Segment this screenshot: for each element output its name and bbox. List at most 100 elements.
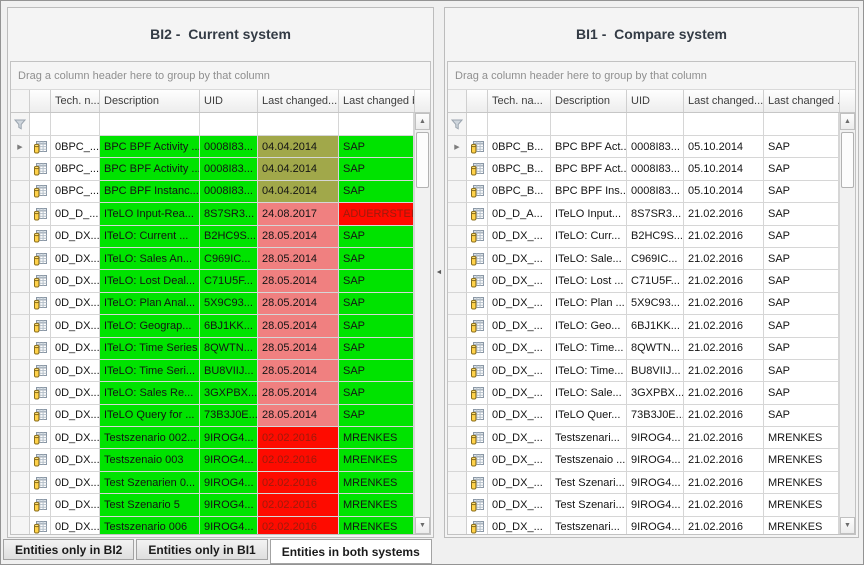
cell-tech[interactable]: 0D_D_A... xyxy=(488,203,551,226)
cell-tech[interactable]: 0D_D_... xyxy=(51,203,100,226)
filter-cell-tech[interactable] xyxy=(51,113,100,136)
cell-desc[interactable]: ITeLO: Sale... xyxy=(551,247,627,271)
cell-desc[interactable]: Test Szenario 5 xyxy=(100,494,200,517)
cell-uid[interactable]: 0008I83... xyxy=(627,180,684,204)
cell-uid[interactable]: 3GXPBX... xyxy=(627,382,684,405)
column-header-desc[interactable]: Description xyxy=(551,90,627,112)
cell-by[interactable]: SAP xyxy=(339,292,414,316)
cell-by[interactable]: SAP xyxy=(764,247,839,271)
cell-date[interactable]: 21.02.2016 xyxy=(684,516,764,534)
filter-funnel-icon[interactable] xyxy=(448,113,467,136)
cell-date[interactable]: 21.02.2016 xyxy=(684,359,764,383)
cell-tech[interactable]: 0D_DX_... xyxy=(488,471,551,495)
column-header-uid[interactable]: UID xyxy=(200,90,258,112)
filter-cell-date[interactable] xyxy=(258,113,339,136)
cell-date[interactable]: 21.02.2016 xyxy=(684,382,764,405)
cell-uid[interactable]: 9IROG4... xyxy=(200,427,258,450)
cell-desc[interactable]: Test Szenari... xyxy=(551,471,627,495)
cell-by[interactable]: MRENKES xyxy=(764,427,839,450)
cell-uid[interactable]: 0008I83... xyxy=(627,136,684,159)
cell-tech[interactable]: 0D_DX_... xyxy=(488,247,551,271)
cell-uid[interactable]: 0008I83... xyxy=(200,136,258,159)
cell-by[interactable]: SAP xyxy=(764,292,839,316)
cell-date[interactable]: 21.02.2016 xyxy=(684,471,764,495)
cell-uid[interactable]: 6BJ1KK... xyxy=(627,315,684,338)
cell-desc[interactable]: Testszenari... xyxy=(551,516,627,534)
panel-splitter[interactable]: ◄ xyxy=(434,7,444,538)
cell-date[interactable]: 02.02.2016 xyxy=(258,471,339,495)
cell-by[interactable]: SAP xyxy=(339,404,414,428)
group-by-drop-area[interactable]: Drag a column header here to group by th… xyxy=(11,62,430,90)
filter-cell-uid[interactable] xyxy=(200,113,258,136)
cell-by[interactable]: MRENKES xyxy=(764,494,839,517)
cell-tech[interactable]: 0D_DX... xyxy=(51,337,100,360)
cell-by[interactable]: SAP xyxy=(339,270,414,293)
cell-desc[interactable]: ITeLO: Lost Deal... xyxy=(100,270,200,293)
cell-uid[interactable]: 5X9C93... xyxy=(627,292,684,316)
cell-date[interactable]: 28.05.2014 xyxy=(258,270,339,293)
tab-entities-only-in-bi2[interactable]: Entities only in BI2 xyxy=(3,539,135,560)
cell-uid[interactable]: 0008I83... xyxy=(200,180,258,204)
cell-tech[interactable]: 0D_DX... xyxy=(51,292,100,316)
tab-entities-in-both-systems[interactable]: Entities in both systems xyxy=(269,539,432,564)
cell-desc[interactable]: Testszenario 002... xyxy=(100,427,200,450)
cell-uid[interactable]: C71U5F... xyxy=(200,270,258,293)
cell-tech[interactable]: 0D_DX_... xyxy=(488,449,551,472)
cell-desc[interactable]: BPC BPF Activity ... xyxy=(100,136,200,159)
cell-desc[interactable]: Test Szenari... xyxy=(551,494,627,517)
cell-tech[interactable]: 0D_DX... xyxy=(51,494,100,517)
cell-uid[interactable]: C71U5F... xyxy=(627,270,684,293)
cell-by[interactable]: MRENKES xyxy=(339,516,414,534)
cell-desc[interactable]: ITeLO Input-Rea... xyxy=(100,203,200,226)
cell-date[interactable]: 28.05.2014 xyxy=(258,247,339,271)
cell-date[interactable]: 28.05.2014 xyxy=(258,315,339,338)
cell-desc[interactable]: ITeLO Quer... xyxy=(551,404,627,428)
cell-by[interactable]: SAP xyxy=(339,382,414,405)
cell-date[interactable]: 05.10.2014 xyxy=(684,180,764,204)
filter-cell-by[interactable] xyxy=(764,113,839,136)
cell-by[interactable]: MRENKES xyxy=(339,427,414,450)
filter-cell-date[interactable] xyxy=(684,113,764,136)
cell-uid[interactable]: 8QWTN... xyxy=(200,337,258,360)
cell-tech[interactable]: 0D_DX_... xyxy=(488,270,551,293)
cell-desc[interactable]: ITeLO: Sales An... xyxy=(100,247,200,271)
cell-desc[interactable]: Testszenaio 003 xyxy=(100,449,200,472)
cell-uid[interactable]: 6BJ1KK... xyxy=(200,315,258,338)
cell-by[interactable]: ADUERRSTEIN xyxy=(339,203,414,226)
column-header-tech[interactable]: Tech. n... xyxy=(51,90,100,112)
cell-date[interactable]: 02.02.2016 xyxy=(258,427,339,450)
cell-desc[interactable]: BPC BPF Instanc... xyxy=(100,180,200,204)
cell-uid[interactable]: 8S7SR3... xyxy=(627,203,684,226)
cell-tech[interactable]: 0BPC_... xyxy=(51,158,100,181)
cell-tech[interactable]: 0BPC_B... xyxy=(488,136,551,159)
cell-uid[interactable]: B2HC9S... xyxy=(200,225,258,248)
cell-by[interactable]: SAP xyxy=(339,337,414,360)
cell-by[interactable]: SAP xyxy=(339,180,414,204)
scrollbar-thumb[interactable] xyxy=(416,132,429,188)
cell-desc[interactable]: ITeLO: Time Series xyxy=(100,337,200,360)
cell-date[interactable]: 05.10.2014 xyxy=(684,136,764,159)
cell-date[interactable]: 28.05.2014 xyxy=(258,359,339,383)
column-header-tech[interactable]: Tech. na... xyxy=(488,90,551,112)
cell-date[interactable]: 02.02.2016 xyxy=(258,516,339,534)
cell-desc[interactable]: ITeLO: Time Seri... xyxy=(100,359,200,383)
cell-desc[interactable]: ITeLO: Current ... xyxy=(100,225,200,248)
cell-date[interactable]: 21.02.2016 xyxy=(684,315,764,338)
cell-date[interactable]: 28.05.2014 xyxy=(258,225,339,248)
cell-date[interactable]: 02.02.2016 xyxy=(258,494,339,517)
cell-tech[interactable]: 0D_DX... xyxy=(51,516,100,534)
cell-date[interactable]: 02.02.2016 xyxy=(258,449,339,472)
scroll-down-arrow[interactable]: ▼ xyxy=(415,517,430,534)
filter-funnel-icon[interactable] xyxy=(11,113,30,136)
cell-uid[interactable]: 9IROG4... xyxy=(627,471,684,495)
cell-date[interactable]: 24.08.2017 xyxy=(258,203,339,226)
cell-by[interactable]: SAP xyxy=(339,225,414,248)
cell-by[interactable]: SAP xyxy=(339,158,414,181)
cell-desc[interactable]: ITeLO Query for ... xyxy=(100,404,200,428)
cell-date[interactable]: 05.10.2014 xyxy=(684,158,764,181)
cell-uid[interactable]: 3GXPBX... xyxy=(200,382,258,405)
column-header-date[interactable]: Last changed... xyxy=(258,90,339,112)
cell-uid[interactable]: 9IROG4... xyxy=(627,427,684,450)
cell-desc[interactable]: Testszenario 006 xyxy=(100,516,200,534)
cell-tech[interactable]: 0D_DX... xyxy=(51,449,100,472)
